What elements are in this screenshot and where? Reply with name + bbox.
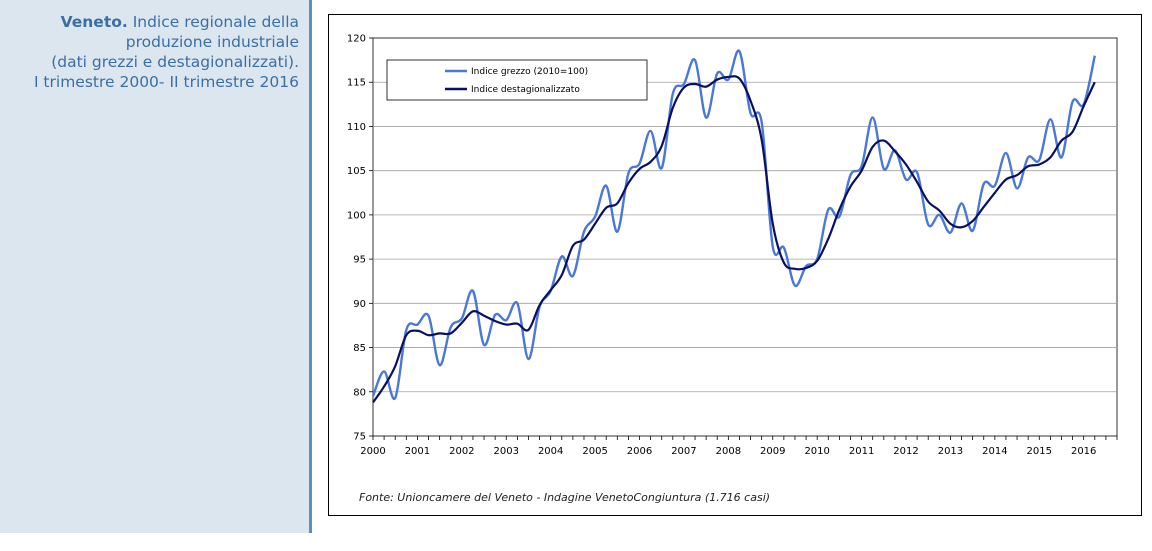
series-line-adjusted — [372, 75, 1096, 404]
x-tick-label: 2000 — [360, 446, 385, 457]
x-tick-label: 2014 — [982, 446, 1007, 457]
x-tick-label: 2016 — [1071, 446, 1096, 457]
y-tick-label: 90 — [353, 299, 366, 310]
y-tick-label: 110 — [347, 122, 366, 133]
x-tick-label: 2008 — [716, 446, 741, 457]
x-tick-label: 2005 — [582, 446, 607, 457]
caption-line-4: I trimestre 2000- II trimestre 2016 — [33, 73, 299, 91]
x-tick-label: 2013 — [938, 446, 963, 457]
legend-box — [386, 59, 648, 101]
x-tick-label: 2007 — [671, 446, 696, 457]
x-tick-label: 2002 — [449, 446, 474, 457]
x-tick-label: 2006 — [627, 446, 652, 457]
caption-line-1: Veneto. Indice regionale della — [9, 12, 299, 32]
sidebar-divider — [309, 0, 312, 533]
legend-label: Indice destagionalizzato — [471, 85, 580, 95]
caption-panel: Veneto. Indice regionale della produzion… — [0, 0, 309, 533]
caption-title-bold: Veneto. — [60, 13, 128, 31]
x-tick-label: 2001 — [405, 446, 430, 457]
x-tick-label: 2015 — [1027, 446, 1052, 457]
chart-caption: Veneto. Indice regionale della produzion… — [9, 12, 299, 92]
plot-area — [372, 37, 1118, 437]
series-line-raw — [371, 49, 1096, 401]
x-tick-label: 2004 — [538, 446, 563, 457]
y-tick-label: 95 — [353, 255, 366, 266]
y-tick-label: 115 — [347, 78, 366, 89]
x-tick-label: 2010 — [804, 446, 829, 457]
y-tick-label: 75 — [353, 432, 366, 443]
caption-title-rest: Indice regionale della — [127, 13, 299, 31]
caption-line-3: (dati grezzi e destagionalizzati). — [51, 53, 299, 71]
y-tick-label: 105 — [347, 166, 366, 177]
y-tick-label: 85 — [353, 343, 366, 354]
chart-frame: 75 80 85 90 95 100 105 110 115 120 2000 2001 2002 200… — [328, 14, 1142, 516]
line-chart: 75 80 85 90 95 100 105 110 115 120 2000 2001 2002 200… — [347, 34, 1118, 504]
legend-label: Indice grezzo (2010=100) — [471, 67, 588, 77]
caption-line-2: produzione industriale — [125, 33, 299, 51]
y-tick-label: 120 — [347, 34, 366, 45]
x-tick-label: 2009 — [760, 446, 785, 457]
x-tick-label: 2011 — [849, 446, 874, 457]
x-tick-label: 2012 — [893, 446, 918, 457]
source-note: Fonte: Unioncamere del Veneto - Indagine… — [359, 491, 770, 504]
x-tick-label: 2003 — [494, 446, 519, 457]
y-tick-label: 100 — [347, 210, 366, 221]
y-tick-label: 80 — [353, 387, 366, 398]
